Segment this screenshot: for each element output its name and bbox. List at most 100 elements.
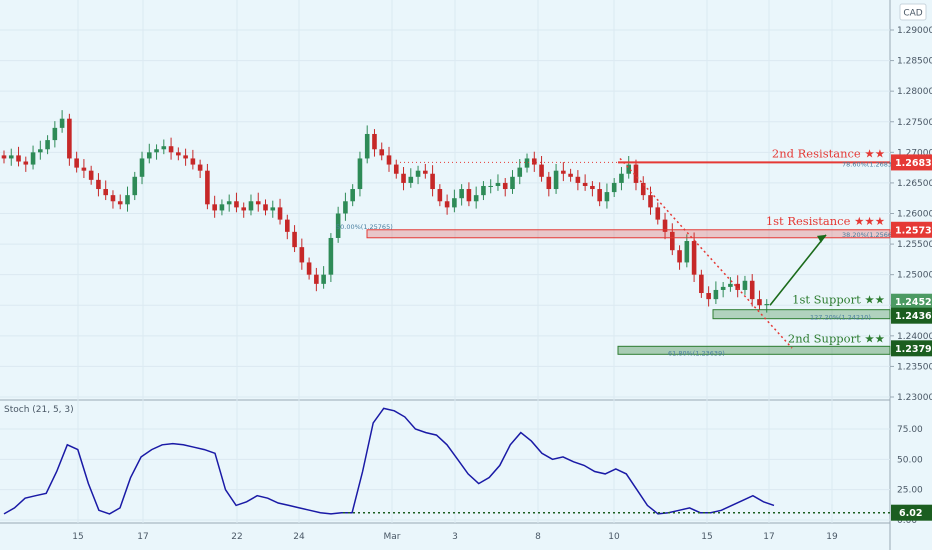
candle-body	[524, 158, 530, 168]
price-axis: 1.29000 1.28500 1.28000 1.27500 1.27000 1.265…	[890, 26, 932, 526]
arrow-head	[817, 234, 826, 243]
candle-body	[379, 149, 385, 156]
y-tick-label: 1.28000	[897, 87, 932, 97]
candle-body	[662, 219, 668, 232]
candle-body	[473, 195, 479, 202]
x-tick-label: 15	[72, 532, 83, 542]
candle-body	[619, 173, 624, 183]
candle-body	[764, 304, 770, 306]
candles	[1, 110, 770, 313]
candle-body	[176, 152, 181, 156]
candle-body	[590, 185, 595, 190]
candle-body	[720, 286, 726, 290]
currency-box[interactable]	[899, 3, 927, 21]
candle-body	[110, 195, 116, 202]
badge-resistance-1	[891, 221, 932, 238]
candle-body	[531, 158, 537, 165]
currency-label: CAD	[903, 9, 922, 19]
candle-body	[502, 182, 508, 190]
candle-body	[16, 155, 21, 162]
candle-body	[299, 247, 305, 263]
candle-body	[713, 289, 719, 300]
candle-body	[466, 189, 472, 202]
y-tick-label: 1.24000	[897, 332, 932, 342]
candle-body	[212, 204, 217, 211]
badge-support-1-text: 1.24362	[895, 311, 932, 322]
candle-body	[183, 155, 188, 159]
candle-body	[197, 164, 203, 171]
candle-body	[728, 283, 733, 287]
candle-body	[190, 158, 196, 165]
candle-body	[582, 182, 588, 186]
candle-body	[67, 118, 72, 159]
badge-current-price	[891, 293, 932, 310]
candle-body	[241, 207, 247, 211]
candle-body	[684, 241, 690, 263]
candle-body	[125, 195, 130, 205]
candle-body	[444, 201, 450, 208]
candle-body	[219, 204, 225, 211]
resistance-2-label: 2nd Resistance ★★	[772, 146, 885, 160]
grid	[0, 0, 890, 523]
candle-body	[350, 189, 355, 202]
candle-body	[364, 133, 370, 159]
candle-body	[495, 182, 501, 186]
y-tick-label: 1.23500	[897, 362, 932, 372]
candle-body	[735, 283, 740, 290]
stoch-tick-label: 50.00	[897, 455, 923, 465]
candle-body	[343, 201, 348, 214]
candle-body	[139, 158, 145, 177]
resistance-1-zone[interactable]	[366, 229, 891, 239]
candle-body	[546, 176, 552, 190]
badge-stoch	[891, 504, 932, 521]
candle-body	[437, 189, 443, 202]
candle-body	[757, 299, 762, 306]
candle-body	[146, 152, 152, 159]
x-tick-label: 19	[826, 532, 838, 542]
candle-body	[103, 189, 108, 196]
y-tick-label: 1.26500	[897, 179, 932, 189]
x-tick-label: 15	[701, 532, 712, 542]
candle-body	[96, 179, 101, 190]
candle-body	[648, 195, 653, 208]
x-tick-label: 24	[293, 532, 305, 542]
candle-body	[117, 201, 123, 205]
candle-body	[568, 173, 573, 177]
support-1-label: 1st Support ★★	[792, 293, 885, 307]
candle-body	[430, 173, 435, 190]
candle-body	[81, 167, 87, 171]
support-2-label: 2nd Support ★★	[788, 331, 885, 345]
time-axis: 15 17 22 24 Mar 3 8 10 15 17 19	[72, 532, 838, 542]
candle-body	[205, 170, 210, 205]
candle-body	[488, 185, 493, 187]
candle-body	[408, 176, 414, 183]
candle-body	[597, 189, 602, 202]
candle-body	[742, 280, 748, 290]
candle-body	[277, 207, 283, 220]
support-1-zone[interactable]	[712, 309, 891, 320]
support-2-zone[interactable]	[617, 345, 891, 355]
stoch-line	[3, 407, 775, 515]
x-tick-label: 10	[608, 532, 620, 542]
candle-body	[561, 170, 566, 174]
badge-support-2	[891, 340, 932, 357]
y-tick-label: 1.28500	[897, 57, 932, 67]
candle-body	[234, 201, 239, 208]
fib-label: 78.60%(1.26833)	[842, 160, 899, 168]
badge-support-1	[891, 307, 932, 324]
candle-body	[270, 207, 276, 211]
candle-body	[226, 201, 232, 205]
badge-resistance-2	[891, 154, 932, 171]
candle-body	[263, 204, 268, 211]
candle-body	[633, 164, 639, 183]
bullish-arrow[interactable]	[769, 234, 827, 306]
candle-body	[393, 164, 399, 174]
y-tick-label: 1.27500	[897, 118, 932, 128]
candle-body	[255, 201, 261, 205]
trend-line[interactable]	[619, 157, 793, 349]
candle-body	[481, 185, 486, 196]
candle-body	[292, 231, 297, 248]
candle-body	[517, 167, 523, 177]
